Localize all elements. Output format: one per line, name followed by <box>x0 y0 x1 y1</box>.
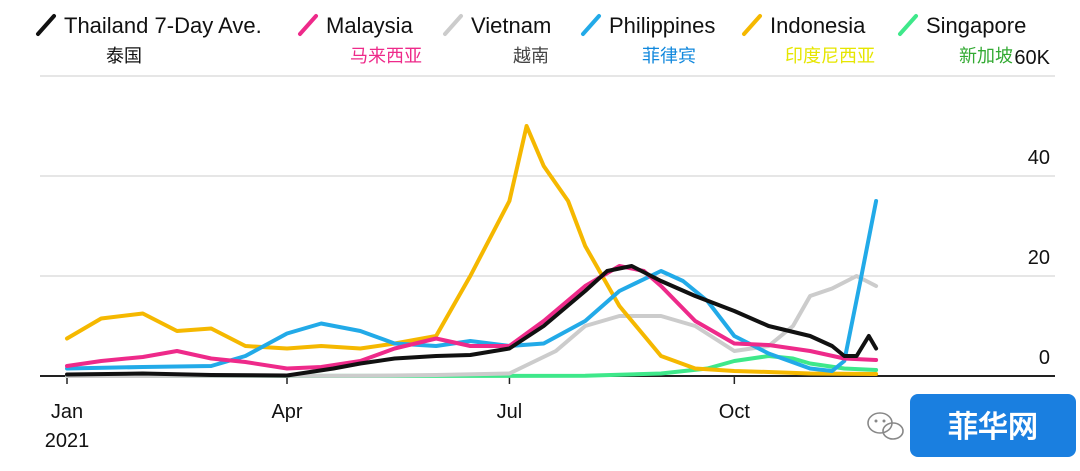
series-line-malaysia <box>65 264 879 371</box>
series-line-vietnam <box>65 274 879 378</box>
y-axis-labels: 0 20 40 60K <box>1014 47 1050 369</box>
legend-label-zh: 印度尼西亚 <box>785 46 875 67</box>
legend-label: Philippines <box>609 13 715 38</box>
legend-label-zh: 泰国 <box>106 46 142 67</box>
series-line-philippines <box>65 199 879 373</box>
x-year-label: 2021 <box>45 430 90 452</box>
watermark-badge <box>910 394 1076 457</box>
legend-swatch <box>443 14 463 36</box>
legend-label-zh: 马来西亚 <box>350 46 422 67</box>
x-axis: Jan Apr Jul Oct 2021 <box>45 376 751 452</box>
legend-label-zh: 越南 <box>513 46 549 67</box>
y-tick-label: 40 <box>1028 147 1050 169</box>
legend-swatch <box>36 14 56 36</box>
x-tick-label: Oct <box>719 401 751 423</box>
legend-label: Thailand 7-Day Ave. <box>64 13 262 38</box>
legend-label-zh: 菲律宾 <box>642 46 696 67</box>
series-line-singapore <box>65 354 879 378</box>
series-line-thailand <box>65 264 879 378</box>
legend-swatch <box>581 14 601 36</box>
legend-item: Malaysia 马来西亚 <box>298 13 422 67</box>
x-tick-label: Jul <box>497 401 523 423</box>
series-lines <box>65 124 879 378</box>
legend-label: Singapore <box>926 13 1026 38</box>
x-tick-label: Apr <box>271 401 302 423</box>
legend-label-zh: 新加坡 <box>959 46 1013 67</box>
x-tick-label: Jan <box>51 401 83 423</box>
legend-item: Vietnam 越南 <box>443 13 551 67</box>
legend-label: Indonesia <box>770 13 866 38</box>
legend-swatch <box>742 14 762 36</box>
legend: Thailand 7-Day Ave. 泰国 Malaysia 马来西亚 Vietnam… <box>36 13 1026 67</box>
legend-label: Vietnam <box>471 13 551 38</box>
legend-item: Singapore 新加坡 <box>898 13 1026 67</box>
legend-swatch <box>298 14 318 36</box>
y-tick-label: 20 <box>1028 247 1050 269</box>
watermark: 菲华网 <box>867 394 1076 457</box>
legend-item: Philippines 菲律宾 <box>581 13 715 67</box>
y-tick-label: 0 <box>1039 347 1050 369</box>
legend-item: Indonesia 印度尼西亚 <box>742 13 875 67</box>
watermark-text: 菲华网 <box>948 410 1038 445</box>
legend-swatch <box>898 14 918 36</box>
series-line-indonesia <box>65 124 879 376</box>
legend-label: Malaysia <box>326 13 414 38</box>
y-tick-label: 60K <box>1014 47 1050 69</box>
legend-item: Thailand 7-Day Ave. 泰国 <box>36 13 262 67</box>
wechat-icon <box>867 412 904 440</box>
